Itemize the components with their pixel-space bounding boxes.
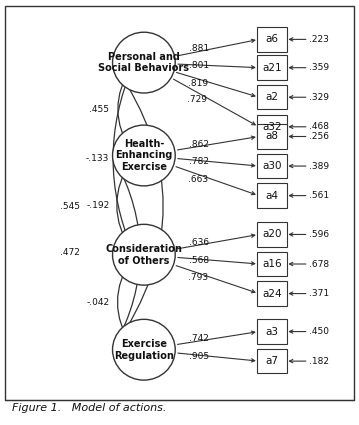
Text: .819: .819 — [188, 79, 209, 88]
Text: .636: .636 — [189, 238, 209, 247]
FancyBboxPatch shape — [257, 222, 287, 246]
FancyBboxPatch shape — [257, 281, 287, 306]
Text: .596: .596 — [309, 230, 330, 239]
Text: .468: .468 — [309, 122, 329, 131]
Text: .862: .862 — [189, 140, 209, 149]
Text: Consideration
of Others: Consideration of Others — [106, 244, 182, 266]
Text: .545: .545 — [60, 202, 80, 211]
Text: a30: a30 — [262, 161, 282, 171]
FancyBboxPatch shape — [257, 349, 287, 374]
FancyBboxPatch shape — [257, 183, 287, 208]
Text: .389: .389 — [309, 162, 330, 170]
Text: a4: a4 — [266, 190, 279, 201]
Text: -.192: -.192 — [86, 201, 109, 210]
FancyBboxPatch shape — [257, 124, 287, 149]
Text: .450: .450 — [309, 327, 329, 336]
Text: .223: .223 — [309, 35, 329, 44]
FancyBboxPatch shape — [257, 85, 287, 110]
FancyBboxPatch shape — [5, 6, 354, 400]
Text: a20: a20 — [262, 230, 282, 239]
Text: .256: .256 — [309, 132, 329, 141]
Text: .793: .793 — [188, 273, 208, 282]
Text: Personal and
Social Behaviors: Personal and Social Behaviors — [98, 52, 190, 74]
Text: .329: .329 — [309, 93, 329, 102]
Text: a24: a24 — [262, 289, 282, 299]
FancyBboxPatch shape — [257, 55, 287, 80]
Text: a8: a8 — [266, 131, 279, 142]
Text: .359: .359 — [309, 63, 330, 72]
FancyBboxPatch shape — [257, 319, 287, 344]
Ellipse shape — [112, 224, 175, 285]
FancyBboxPatch shape — [257, 154, 287, 178]
FancyBboxPatch shape — [257, 115, 287, 139]
Ellipse shape — [112, 125, 175, 186]
Text: a16: a16 — [262, 259, 282, 269]
Text: .801: .801 — [189, 61, 209, 70]
Text: Exercise
Regulation: Exercise Regulation — [114, 339, 174, 360]
Text: .742: .742 — [189, 334, 209, 343]
Text: .455: .455 — [89, 105, 109, 113]
Text: Figure 1.   Model of actions.: Figure 1. Model of actions. — [12, 402, 167, 413]
Text: .663: .663 — [188, 175, 208, 184]
Ellipse shape — [112, 319, 175, 380]
Text: -.133: -.133 — [86, 154, 109, 163]
Text: .472: .472 — [60, 248, 80, 257]
Text: .568: .568 — [189, 256, 209, 265]
FancyBboxPatch shape — [257, 252, 287, 276]
Text: .678: .678 — [309, 260, 330, 269]
Text: -.042: -.042 — [86, 298, 109, 307]
Text: a6: a6 — [266, 34, 279, 44]
Text: .561: .561 — [309, 191, 330, 200]
Text: a7: a7 — [266, 356, 279, 366]
Text: .729: .729 — [187, 95, 207, 104]
Ellipse shape — [112, 32, 175, 93]
Text: .782: .782 — [189, 157, 209, 166]
Text: .881: .881 — [189, 44, 209, 53]
Text: .182: .182 — [309, 357, 329, 366]
FancyBboxPatch shape — [257, 27, 287, 51]
Text: Health-
Enhancing
Exercise: Health- Enhancing Exercise — [115, 139, 173, 172]
Text: a3: a3 — [266, 326, 279, 337]
Text: a21: a21 — [262, 62, 282, 73]
Text: a2: a2 — [266, 92, 279, 102]
Text: .905: .905 — [189, 352, 209, 361]
Text: a32: a32 — [262, 122, 282, 132]
Text: .371: .371 — [309, 289, 330, 298]
